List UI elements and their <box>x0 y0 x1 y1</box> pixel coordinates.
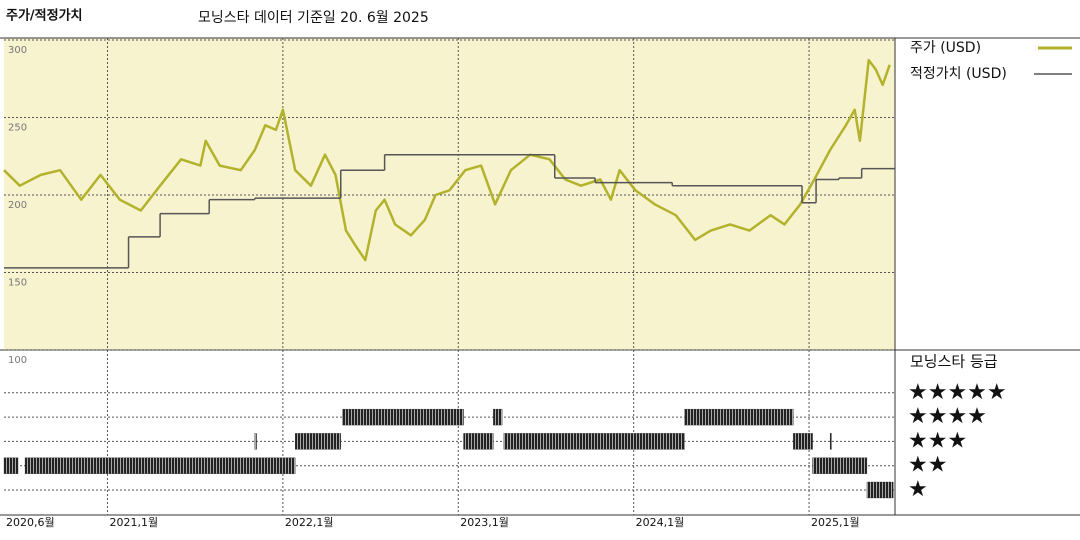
rating-bar <box>493 408 503 426</box>
price-panel <box>4 38 895 350</box>
x-tick-label: 2025,1월 <box>811 516 860 529</box>
rating-level-label: ★★★ <box>908 428 967 453</box>
x-tick-label: 2023,1월 <box>460 516 509 529</box>
y-tick-label: 250 <box>8 123 27 134</box>
rating-bar <box>829 433 833 450</box>
y-tick-label: 300 <box>8 45 27 56</box>
rating-bar <box>793 433 813 450</box>
rating-bar <box>295 433 341 450</box>
y-tick-label: 200 <box>8 200 27 211</box>
rating-title: 모닝스타 등급 <box>910 353 998 371</box>
rating-bar <box>3 457 19 474</box>
rating-level-label: ★ <box>908 477 928 502</box>
price-line <box>3 58 891 262</box>
x-tick-label: 2024,1월 <box>636 516 685 529</box>
legend-label: 주가 (USD) <box>910 40 981 56</box>
chart-title: 주가/적정가치 <box>6 8 83 24</box>
rating-bar <box>463 433 494 450</box>
x-tick-label: 2020,6월 <box>6 516 55 529</box>
rating-level-label: ★★★★ <box>908 404 987 429</box>
y-tick-label: 150 <box>8 278 27 289</box>
x-tick-label: 2022,1월 <box>285 516 334 529</box>
rating-bar <box>254 433 257 450</box>
x-tick-label: 2021,1월 <box>109 516 158 529</box>
rating-bar <box>812 457 868 474</box>
rating-bar <box>24 457 296 474</box>
rating-bar <box>866 481 894 499</box>
y-tick-label: 100 <box>8 355 27 366</box>
rating-level-label: ★★ <box>908 453 947 478</box>
rating-bar <box>684 408 794 426</box>
rating-bar <box>503 433 685 450</box>
legend-label: 적정가치 (USD) <box>910 66 1007 82</box>
rating-bar <box>342 408 464 426</box>
rating-level-label: ★★★★★ <box>908 380 1007 405</box>
subtitle: 모닝스타 데이터 기준일 20. 6월 2025 <box>198 10 429 26</box>
